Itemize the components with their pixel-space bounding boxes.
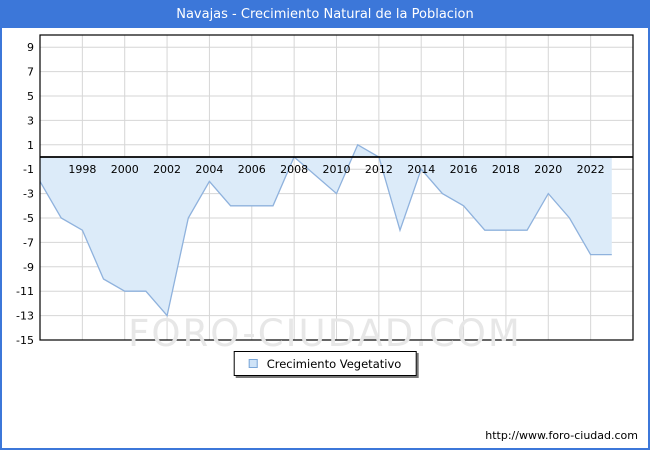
x-tick-label: 2014 xyxy=(407,163,435,176)
x-tick-label: 2004 xyxy=(195,163,223,176)
series-line xyxy=(39,143,612,318)
y-tick-label: 5 xyxy=(27,90,34,103)
x-tick-label: 2002 xyxy=(153,163,181,176)
site-url-link[interactable]: http://www.foro-ciudad.com xyxy=(485,429,638,442)
x-tick-label: 2022 xyxy=(577,163,605,176)
x-tick-label: 1998 xyxy=(68,163,96,176)
x-tick-label: 2016 xyxy=(450,163,478,176)
x-tick-label: 2010 xyxy=(323,163,351,176)
y-tick-label: 7 xyxy=(27,66,34,79)
page-title: Navajas - Crecimiento Natural de la Pobl… xyxy=(176,6,474,22)
x-tick-label: 2006 xyxy=(238,163,266,176)
window-title-bar: Navajas - Crecimiento Natural de la Pobl… xyxy=(0,0,650,28)
x-tick-label: 2000 xyxy=(111,163,139,176)
x-tick-label: 2008 xyxy=(280,163,308,176)
y-tick-label: -13 xyxy=(16,310,34,323)
legend-swatch-icon xyxy=(248,359,258,368)
x-tick-label: 2020 xyxy=(534,163,562,176)
y-tick-label: -11 xyxy=(16,285,34,298)
y-tick-label: -1 xyxy=(23,163,34,176)
series-area xyxy=(40,144,612,316)
plot-border xyxy=(39,34,634,341)
y-tick-label: -9 xyxy=(23,261,34,274)
y-tick-label: -3 xyxy=(23,188,34,201)
legend-label: Crecimiento Vegetativo xyxy=(266,356,402,371)
x-tick-label: 2018 xyxy=(492,163,520,176)
y-tick-label: -5 xyxy=(23,212,34,225)
y-tick-label: -7 xyxy=(23,236,34,249)
area-chart: 9 7 5 3 1 -1 -3 -5 -7 -9 -11 -13 -15 1998 2000 2002 2004… xyxy=(16,34,634,347)
x-tick-label: 2012 xyxy=(365,163,393,176)
y-tick-label: 9 xyxy=(27,41,34,54)
watermark-text: FORO-CIUDAD.COM xyxy=(128,312,522,355)
y-tick-label: -15 xyxy=(16,334,34,347)
y-tick-label: 1 xyxy=(27,139,34,152)
y-tick-label: 3 xyxy=(27,114,34,127)
legend: Crecimiento Vegetativo xyxy=(233,351,417,376)
